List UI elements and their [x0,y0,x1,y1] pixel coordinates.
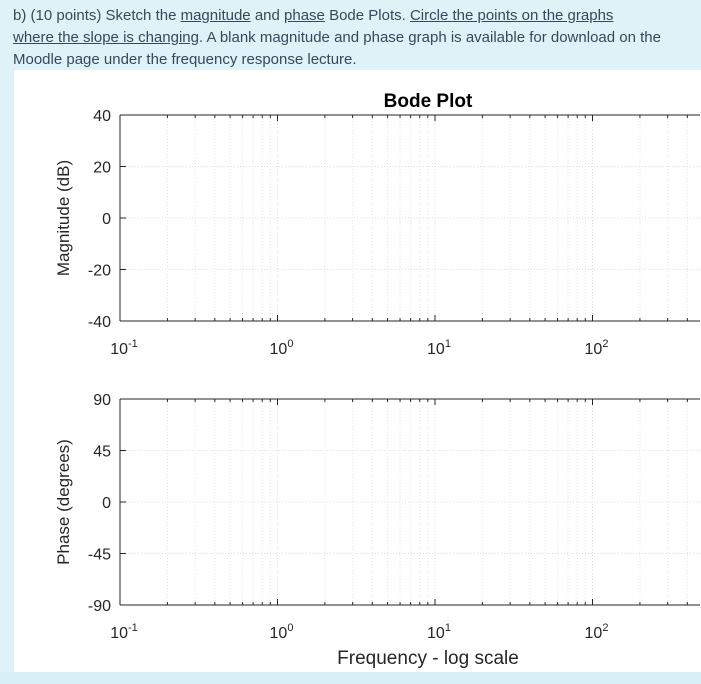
panel0-xtick-label: 10-1 [110,338,138,358]
panel0-ytick-label: -40 [88,314,111,331]
panel0-ytick-label: 40 [93,108,111,125]
panel1-xtick-label-base: 10 [270,625,288,642]
phase-link[interactable]: phase [284,7,325,24]
question-text: b) (10 points) Sketch the magnitude and … [0,0,683,71]
question-and: and [250,7,285,24]
bode-plot-figure: 40 20 0 -20 -40 10-1 100 101 102 Magnitude (dB) Bo… [14,70,701,672]
panel1-xtick-label-base: 10 [585,625,603,642]
panel0-xtick-label-exponent: -1 [128,338,138,350]
bottom-strip [0,672,701,684]
panel0-ytick-label: 0 [102,211,111,228]
panel1-xtick-label: 102 [585,622,609,642]
panel0-xtick-label-exponent: 2 [602,338,608,350]
panel1-ytick-label: -45 [88,547,111,564]
question-text-panel: b) (10 points) Sketch the magnitude and … [0,0,683,70]
panel1-ytick-label: 45 [93,444,111,461]
panel1-xtick-label: 100 [270,622,294,642]
panel1-ytick-label: 90 [93,392,111,409]
panel0-xtick-label-base: 10 [110,341,128,358]
question-middle: Bode Plots. [324,7,410,24]
panel0-xtick-label-exponent: 1 [445,338,451,350]
panel0-ylabel: Magnitude (dB) [54,160,73,276]
panel1-xtick-label: 10-1 [110,622,138,642]
circle-points-link-line2[interactable]: where the slope is changing [13,29,199,46]
magnitude-link[interactable]: magnitude [180,7,251,24]
panel0-xtick-label: 100 [270,338,294,358]
panel0-xtick-label-exponent: 0 [287,338,293,350]
panel1-ytick-label: 0 [102,495,111,512]
panel1-xtick-label-exponent: -1 [128,622,138,634]
panel0-xtick-label-base: 10 [585,341,603,358]
panel0-xtick-label-base: 10 [270,341,288,358]
panel1-xtick-label-exponent: 2 [602,622,608,634]
panel1-xtick-label-exponent: 1 [445,622,451,634]
panel1-ytick-label: -90 [88,598,111,615]
panel0-ytick-label: -20 [88,263,111,280]
panel0-xtick-label: 101 [427,338,451,358]
panel0-xtick-label-base: 10 [427,341,445,358]
panel1-xtick-label-base: 10 [427,625,445,642]
panel1-xtick-label-exponent: 0 [287,622,293,634]
question-suffix: . A blank magnitude and phase graph is a… [13,29,661,68]
panel1-xtick-label-base: 10 [110,625,128,642]
panel0-ytick-label: 20 [93,160,111,177]
panel1-xtick-label: 101 [427,622,451,642]
panel1-ylabel: Phase (degrees) [54,439,73,565]
circle-points-link-line1[interactable]: Circle the points on the graphs [409,7,614,24]
question-prefix: b) (10 points) Sketch the [13,7,181,24]
chart-title: Bode Plot [384,91,473,112]
x-axis-label: Frequency - log scale [337,648,519,669]
panel0-xtick-label: 102 [585,338,609,358]
